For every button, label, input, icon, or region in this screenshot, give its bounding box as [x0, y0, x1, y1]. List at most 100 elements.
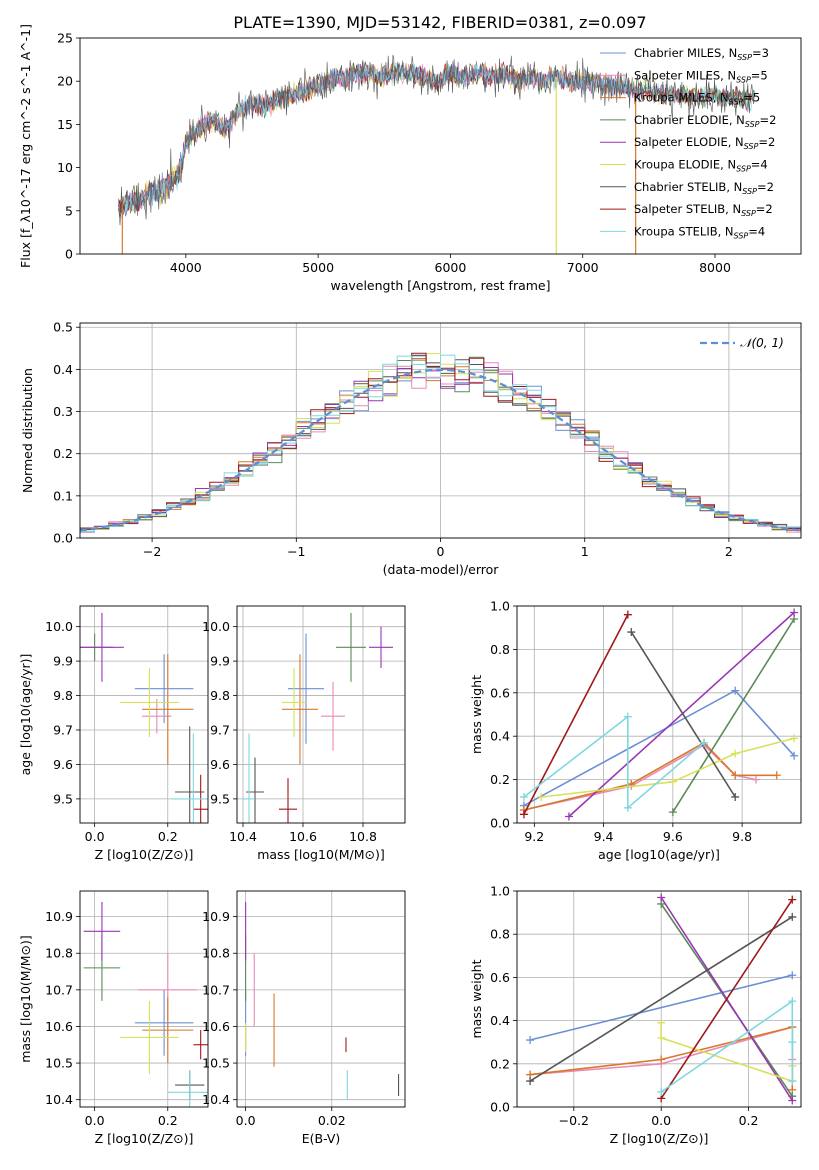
y-tick-label: 10.4: [202, 1092, 230, 1107]
spectrum-panel: 4000 5000 6000 7000 8000 0 5 10 15 20 25 wavelength…: [18, 24, 802, 293]
spectrum-legend: Chabrier MILES, NSSP=3 Salpeter MILES, NS…: [600, 46, 776, 240]
weight-marker-kroupa_miles: [731, 771, 740, 780]
y-axis-label: Normed distribution: [20, 368, 35, 493]
y-tick-label: 1.0: [490, 884, 510, 899]
legend-entry: 𝒩(0, 1): [740, 336, 784, 350]
y-tick-label: 10.7: [45, 982, 73, 997]
x-axis-label: (data-model)/error: [383, 562, 500, 577]
x-tick-label: 10.8: [349, 829, 377, 844]
y-tick-label: 9.5: [53, 791, 73, 806]
x-tick-label: 0.0: [85, 829, 105, 844]
y-tick-label: 9.8: [53, 688, 73, 703]
x-axis-label: age [log10(age/yr)]: [598, 847, 720, 862]
x-tick-label: 10.4: [229, 829, 257, 844]
x-axis-label: wavelength [Angstrom, rest frame]: [330, 278, 550, 293]
weight-marker-salpeter_stelib: [788, 895, 797, 904]
legend-entry: Kroupa MILES, NSSP=5: [634, 91, 760, 107]
y-axis-label: age [log10(age/yr)]: [18, 654, 33, 776]
x-tick-label: 0.2: [739, 1113, 759, 1128]
y-tick-label: 10.6: [45, 1019, 73, 1034]
x-tick-label: 1: [581, 544, 589, 559]
weight-marker-salpeter_elodie: [790, 608, 799, 617]
axes-frame: [79, 322, 802, 539]
weight-marker-chabrier_stelib: [788, 912, 797, 921]
weight-line-chabrier_miles: [529, 974, 793, 1041]
y-tick-label: 0.4: [490, 729, 510, 744]
weight-line-chabrier_elodie: [672, 618, 795, 813]
x-tick-label: 0: [437, 544, 445, 559]
y-tick-label: 0.0: [490, 1100, 510, 1115]
weight-marker-salpeter_elodie: [657, 893, 666, 902]
y-tick-label: 0.2: [53, 446, 73, 461]
x-tick-label: −0.2: [559, 1113, 589, 1128]
x-tick-label: 0.0: [85, 1113, 105, 1128]
y-tick-label: 10.0: [202, 619, 230, 634]
y-tick-label: 10.6: [202, 1019, 230, 1034]
legend-entry: Kroupa STELIB, NSSP=4: [634, 224, 765, 240]
y-tick-label: 9.9: [210, 654, 230, 669]
y-tick-label: 10.0: [45, 619, 73, 634]
spectrum-title: PLATE=1390, MJD=53142, FIBERID=0381, z=0…: [233, 13, 646, 32]
y-tick-label: 0.3: [53, 404, 73, 419]
y-axis-label: mass weight: [469, 675, 484, 754]
weight-marker-kroupa_stelib: [700, 738, 709, 747]
weight-marker-kroupa_elodie: [790, 734, 799, 743]
x-tick-label: 9.2: [524, 829, 544, 844]
y-tick-label: 10: [57, 160, 73, 175]
y-tick-label: 20: [57, 74, 73, 89]
plot-area: [83, 901, 208, 1107]
weight-marker-kroupa_stelib: [788, 1038, 797, 1047]
axes-frame: [79, 890, 209, 1108]
y-tick-label: 10.7: [202, 982, 230, 997]
weight-marker-chabrier_stelib: [526, 1077, 535, 1086]
histogram-step-kroupa_stelib: [80, 354, 801, 532]
y-tick-label: 0: [65, 247, 73, 262]
y-axis-label: mass weight: [469, 959, 484, 1038]
axes-frame: [79, 605, 209, 824]
x-tick-label: −1: [287, 544, 305, 559]
weight-marker-kroupa_miles: [657, 1055, 666, 1064]
x-tick-label: 0.0: [236, 1113, 256, 1128]
spectrum-line-chabrier_miles: [124, 60, 638, 216]
y-tick-label: 9.5: [210, 791, 230, 806]
mass-weight-vs-metallicity-panel: −0.2 0.0 0.2 0.0 0.2 0.4 0.6 0.8 1.0 Z [log10(Z/Z…: [469, 884, 802, 1146]
age-vs-metallicity-panel: 0.0 0.2 9.5 9.6 9.7 9.8 9.9 10.0 Z [log10(Z/Z⊙)]…: [18, 605, 209, 862]
weight-marker-chabrier_miles: [788, 971, 797, 980]
y-tick-label: 10.5: [45, 1056, 73, 1071]
y-tick-label: 0.4: [53, 362, 73, 377]
weight-marker-chabrier_elodie: [668, 808, 677, 817]
y-tick-label: 10.8: [45, 946, 73, 961]
y-tick-label: 9.8: [210, 688, 230, 703]
weight-line-salpeter_elodie: [568, 611, 795, 818]
x-tick-label: 0.02: [318, 1113, 346, 1128]
axes-frame: [236, 890, 406, 1108]
y-axis-label: Flux [f_λ10^-17 erg cm^-2 s^-1 A^-1]: [18, 24, 33, 268]
axes-frame: [516, 605, 802, 824]
plot-area: [526, 893, 797, 1105]
y-tick-label: 10.9: [202, 909, 230, 924]
x-tick-label: 0.0: [651, 1113, 671, 1128]
weight-marker-chabrier_miles: [731, 686, 740, 695]
weight-marker-salpeter_stelib: [519, 810, 528, 819]
y-tick-label: 15: [57, 117, 73, 132]
plot-area: [80, 612, 208, 823]
y-tick-label: 10.5: [202, 1056, 230, 1071]
axes-frame: [516, 890, 802, 1108]
weight-marker-kroupa_elodie: [657, 1033, 666, 1042]
plot-area: [519, 608, 799, 821]
legend-entry: Salpeter STELIB, NSSP=2: [634, 202, 773, 218]
x-tick-label: 0.2: [158, 829, 178, 844]
x-axis-label: mass [log10(M/M⊙)]: [257, 847, 385, 862]
x-tick-label: 10.6: [289, 829, 317, 844]
y-tick-label: 9.7: [210, 723, 230, 738]
y-tick-label: 0.0: [490, 816, 510, 831]
weight-line-kroupa_stelib: [660, 999, 794, 1093]
x-tick-label: 2: [725, 544, 733, 559]
weight-marker-kroupa_stelib: [657, 1087, 666, 1096]
y-tick-label: 0.0: [53, 531, 73, 546]
mass-vs-metallicity-panel: 0.0 0.2 10.4 10.5 10.6 10.7 10.8 10.9 Z [log10(Z…: [18, 890, 209, 1146]
legend-entry: Kroupa ELODIE, NSSP=4: [634, 158, 768, 174]
y-tick-label: 0.4: [490, 1013, 510, 1028]
x-tick-label: 9.8: [732, 829, 752, 844]
